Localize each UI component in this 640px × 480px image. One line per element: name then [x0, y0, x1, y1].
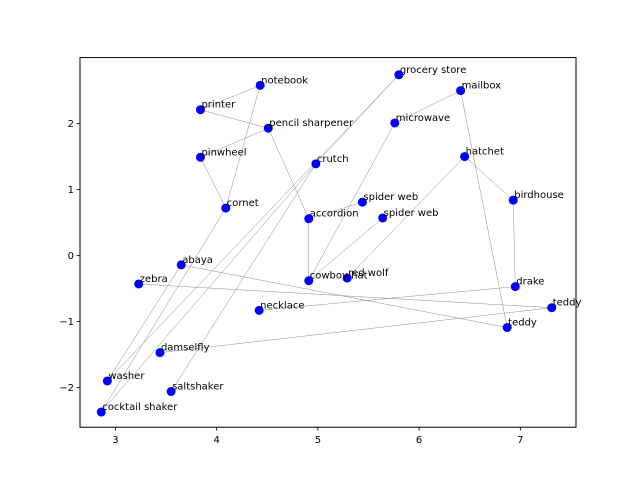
edge-line [159, 307, 552, 353]
data-point [176, 260, 186, 270]
data-point [255, 80, 265, 90]
edge-line [259, 286, 516, 311]
point-label: cocktail shaker [102, 402, 178, 413]
edge-line [200, 85, 261, 110]
data-point [195, 105, 205, 115]
data-point [102, 376, 112, 386]
data-point [456, 86, 466, 96]
y-tick-label: 0 [68, 251, 74, 262]
point-label: saltshaker [172, 382, 224, 393]
data-point [195, 152, 205, 162]
data-point [502, 323, 512, 333]
point-label: red wolf [348, 268, 389, 279]
data-point [304, 214, 314, 224]
y-tick-label: −1 [59, 317, 74, 328]
point-label: notebook [261, 75, 308, 86]
edge-line [200, 157, 226, 209]
y-tick-label: 1 [68, 185, 74, 196]
y-tick-label: 2 [68, 119, 74, 130]
data-point [378, 213, 388, 223]
data-point [263, 123, 273, 133]
point-label: washer [108, 371, 145, 382]
y-tick-label: −2 [59, 383, 74, 394]
x-axis: 3 4 5 6 7 [112, 427, 524, 446]
edge-line [464, 156, 514, 201]
point-label: drake [516, 277, 544, 288]
data-point [394, 70, 404, 80]
edge-line [200, 109, 269, 129]
x-tick-label: 7 [517, 435, 523, 446]
x-tick-label: 4 [213, 435, 219, 446]
point-labels-layer: notebook grocery store mailbox printer penci… [102, 65, 581, 413]
point-label: cowboy hat [310, 271, 368, 282]
point-label: crutch [317, 154, 349, 165]
edge-line [107, 74, 400, 382]
data-point [390, 118, 400, 128]
data-point [96, 407, 106, 417]
point-label: grocery store [400, 65, 467, 76]
point-label: mailbox [462, 81, 502, 92]
x-tick-label: 3 [112, 435, 118, 446]
point-label: necklace [260, 300, 304, 311]
edge-line [138, 283, 552, 308]
data-point [508, 195, 518, 205]
data-point [357, 197, 367, 207]
data-point [155, 348, 165, 358]
data-point [166, 387, 176, 397]
data-point [311, 159, 321, 169]
point-label: zebra [140, 274, 168, 285]
x-tick-label: 6 [416, 435, 422, 446]
data-point [304, 276, 314, 286]
y-axis: −2 −1 0 1 2 [59, 119, 80, 394]
point-label: pinwheel [201, 147, 246, 158]
points-layer [96, 70, 557, 417]
edge-line [101, 207, 226, 413]
point-label: birdhouse [514, 190, 564, 201]
point-label: printer [201, 100, 236, 111]
data-point [221, 203, 231, 213]
data-point [547, 303, 557, 313]
edge-line [170, 163, 317, 392]
point-label: hatchet [466, 147, 504, 158]
data-point [254, 305, 264, 315]
edge-line [347, 156, 465, 279]
point-label: abaya [182, 255, 213, 266]
plot-area-frame [79, 57, 577, 428]
x-tick-label: 5 [315, 435, 321, 446]
edge-line [200, 127, 269, 158]
point-label: damselfly [161, 343, 210, 354]
edges-layer [101, 74, 552, 413]
point-label: teddy [508, 318, 537, 329]
edge-line [107, 264, 182, 382]
point-label: microwave [396, 113, 450, 124]
point-label: spider web [363, 192, 418, 203]
edge-line [512, 200, 516, 287]
edge-line [225, 85, 261, 209]
point-label: pencil sharpener [269, 118, 354, 129]
edge-line [308, 122, 396, 281]
edge-line [308, 217, 383, 281]
point-label: cornet [227, 198, 259, 209]
data-point [510, 282, 520, 292]
edge-line [308, 201, 363, 219]
edge-line [394, 90, 461, 124]
data-point [342, 273, 352, 283]
edge-line [181, 264, 508, 328]
data-point [134, 279, 144, 289]
point-label: accordion [310, 209, 359, 220]
point-label: spider web [384, 208, 439, 219]
edge-line [268, 128, 309, 219]
point-label: teddy [553, 298, 582, 309]
data-point [460, 152, 470, 162]
